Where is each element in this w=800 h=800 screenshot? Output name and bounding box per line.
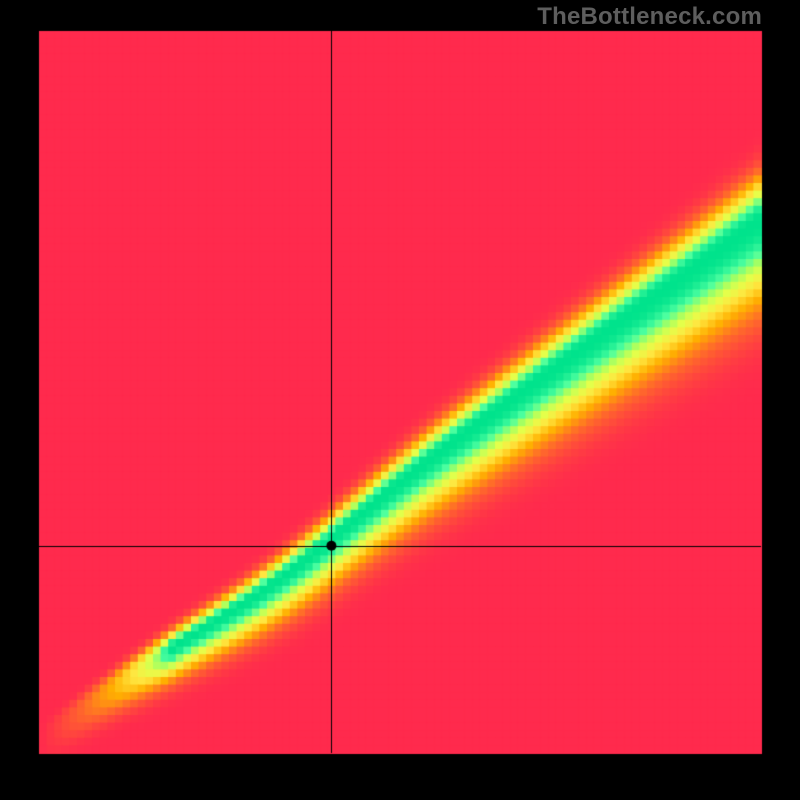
bottleneck-heatmap <box>0 0 800 800</box>
watermark-text: TheBottleneck.com <box>537 3 762 31</box>
chart-container: TheBottleneck.com <box>0 0 800 800</box>
